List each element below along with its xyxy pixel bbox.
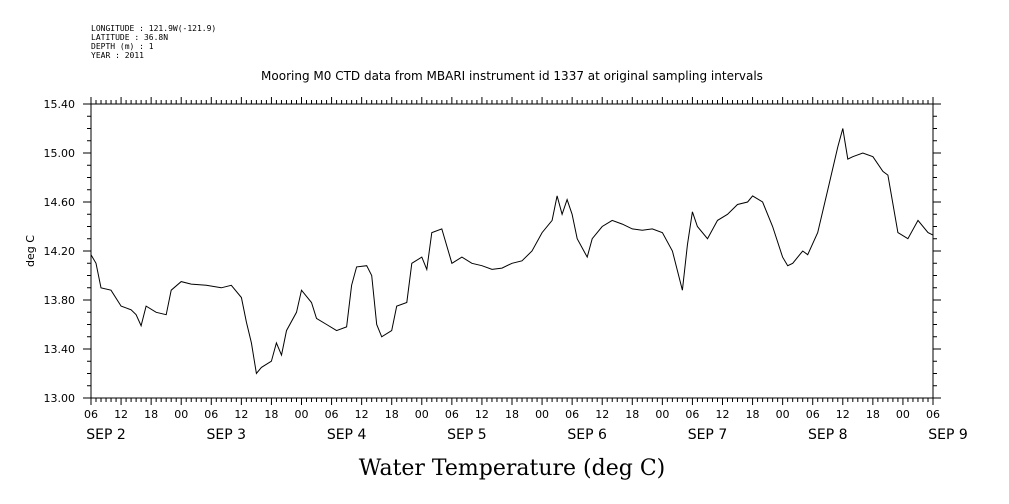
x-hour-label: 06	[325, 408, 339, 421]
x-axis-title: Water Temperature (deg C)	[359, 456, 666, 481]
longitude-text: LONGITUDE : 121.9W(-121.9)	[91, 24, 216, 33]
x-hour-label: 00	[415, 408, 429, 421]
x-hour-label: 00	[174, 408, 188, 421]
x-day-label: SEP 9	[928, 427, 968, 443]
plot-frame	[90, 103, 934, 399]
x-hour-label: 12	[234, 408, 248, 421]
x-hour-label: 12	[836, 408, 850, 421]
x-hour-label: 12	[595, 408, 609, 421]
x-hour-label: 18	[144, 408, 158, 421]
depth-text: DEPTH (m) : 1	[91, 42, 154, 51]
y-axis-label: deg C	[24, 235, 37, 267]
chart-title: Mooring M0 CTD data from MBARI instrumen…	[261, 69, 763, 83]
x-day-label: SEP 4	[327, 427, 367, 443]
x-day-label: SEP 2	[86, 427, 126, 443]
x-axis: 06 12 18 00 06 12 18 00 06 12 18 00 06 12 18 00 06 12 18 00…	[84, 97, 968, 443]
x-day-label: SEP 8	[808, 427, 848, 443]
y-tick-label: 14.60	[44, 196, 76, 209]
x-hour-label: 12	[355, 408, 369, 421]
y-axis: 13.00 13.40 13.80 14.20 14.60 15.00 15.40	[44, 98, 941, 405]
y-tick-label: 13.00	[44, 392, 76, 405]
x-hour-label: 18	[625, 408, 639, 421]
x-hour-label: 12	[114, 408, 128, 421]
x-hour-label: 00	[295, 408, 309, 421]
x-hour-label: 06	[685, 408, 699, 421]
x-day-label: SEP 3	[207, 427, 247, 443]
y-tick-label: 15.40	[44, 98, 76, 111]
x-hour-label: 06	[84, 408, 98, 421]
x-hour-label: 00	[535, 408, 549, 421]
x-hour-label: 06	[565, 408, 579, 421]
y-tick-label: 14.20	[44, 245, 76, 258]
y-tick-label: 15.00	[44, 147, 76, 160]
x-hour-label: 18	[385, 408, 399, 421]
x-hour-label: 18	[746, 408, 760, 421]
x-hour-label: 00	[896, 408, 910, 421]
x-day-label: SEP 6	[567, 427, 607, 443]
x-hour-label: 12	[716, 408, 730, 421]
x-hour-label: 18	[505, 408, 519, 421]
x-hour-label: 18	[866, 408, 880, 421]
x-hour-label: 06	[926, 408, 940, 421]
x-day-label: SEP 7	[688, 427, 728, 443]
x-hour-label: 18	[264, 408, 278, 421]
x-hour-label: 06	[204, 408, 218, 421]
x-hour-label: 06	[445, 408, 459, 421]
y-tick-label: 13.80	[44, 294, 76, 307]
x-hour-label: 00	[776, 408, 790, 421]
x-hour-label: 12	[475, 408, 489, 421]
series-line	[90, 128, 934, 375]
x-hour-label: 00	[655, 408, 669, 421]
y-tick-label: 13.40	[44, 343, 76, 356]
x-hour-label: 06	[806, 408, 820, 421]
x-day-label: SEP 5	[447, 427, 487, 443]
latitude-text: LATITUDE : 36.8N	[91, 33, 168, 42]
series-layer	[90, 128, 934, 375]
year-text: YEAR : 2011	[91, 51, 144, 60]
